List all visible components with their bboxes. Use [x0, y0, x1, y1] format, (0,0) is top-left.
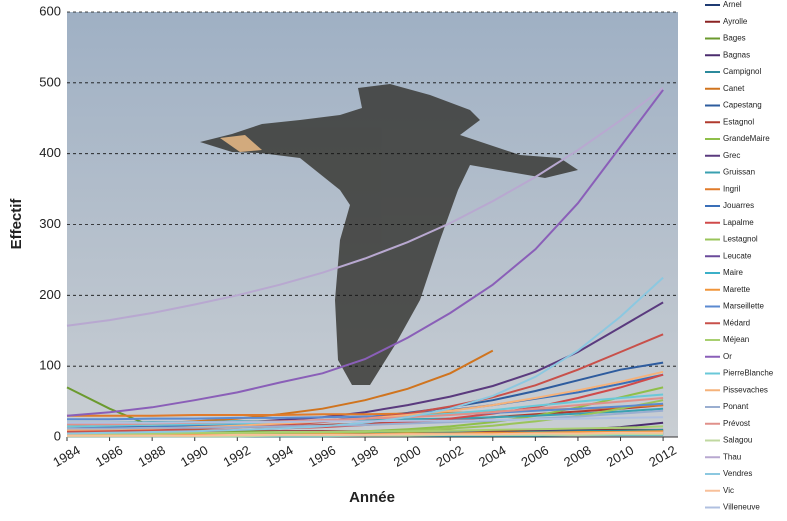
legend-label: Méjean — [723, 335, 749, 344]
legend-label: Vic — [723, 486, 734, 495]
x-tick-label: 2000 — [391, 442, 424, 469]
y-axis-label: Effectif — [8, 198, 25, 250]
legend-label: GrandeMaire — [723, 134, 770, 143]
series-line — [66, 89, 664, 417]
x-tick-label: 1990 — [178, 442, 211, 469]
y-tick-label: 300 — [39, 216, 61, 231]
x-tick-label: 1984 — [50, 442, 83, 469]
x-tick-label: 2004 — [476, 442, 509, 469]
legend-label: Canet — [723, 84, 745, 93]
legend-label: Vendres — [723, 469, 752, 478]
legend-label: PierreBlanche — [723, 369, 774, 378]
legend-label: Villeneuve — [723, 503, 760, 512]
bird-photo — [200, 84, 578, 385]
x-tick-label: 2006 — [519, 442, 552, 469]
legend-label: Bagnas — [723, 50, 750, 59]
legend-label: Campignol — [723, 67, 761, 76]
legend-label: Bages — [723, 34, 746, 43]
series-line — [67, 409, 664, 430]
legend-label: Gruissan — [723, 168, 755, 177]
series-line — [67, 416, 664, 424]
legend-label: Capestang — [723, 101, 762, 110]
series-line — [67, 425, 664, 435]
x-tick-label: 1986 — [93, 442, 126, 469]
legend-label: Médard — [723, 318, 750, 327]
x-tick-label: 1988 — [135, 442, 168, 469]
legend-label: Pissevaches — [723, 385, 768, 394]
legend-label: Arnel — [723, 0, 742, 9]
y-tick-label: 100 — [39, 358, 61, 373]
legend-label: Maire — [723, 268, 744, 277]
legend-label: Or — [723, 352, 732, 361]
legend-label: Thau — [723, 452, 741, 461]
legend-label: Lapalme — [723, 218, 754, 227]
legend-label: Marette — [723, 285, 751, 294]
y-tick-label: 0 — [54, 428, 61, 443]
legend-label: Grec — [723, 151, 740, 160]
x-tick-label: 1994 — [263, 442, 296, 469]
x-tick-label: 2010 — [604, 442, 637, 469]
x-axis-label: Année — [349, 489, 395, 506]
x-tick-label: 2008 — [561, 442, 594, 469]
legend-label: Lestagnol — [723, 235, 758, 244]
y-tick-label: 400 — [39, 145, 61, 160]
legend-label: Leucate — [723, 251, 752, 260]
x-tick-label: 1996 — [306, 442, 339, 469]
legend-label: Salagou — [723, 436, 752, 445]
legend-label: Prévost — [723, 419, 751, 428]
y-tick-label: 500 — [39, 74, 61, 89]
series-line — [67, 402, 664, 421]
y-tick-label: 200 — [39, 287, 61, 302]
legend-label: Ponant — [723, 402, 749, 411]
y-tick-label: 600 — [39, 3, 61, 18]
x-tick-label: 2012 — [646, 442, 679, 469]
legend-label: Estagnol — [723, 117, 754, 126]
x-tick-label: 1992 — [221, 442, 254, 469]
x-tick-label: 1998 — [348, 442, 381, 469]
series-line — [66, 87, 664, 327]
legend-label: Ingril — [723, 184, 741, 193]
series-line — [67, 431, 664, 437]
x-tick-label: 2002 — [433, 442, 466, 469]
legend-label: Ayrolle — [723, 17, 748, 26]
series-line — [66, 276, 664, 435]
legend-label: Marseillette — [723, 302, 764, 311]
legend-label: Jouarres — [723, 201, 754, 210]
